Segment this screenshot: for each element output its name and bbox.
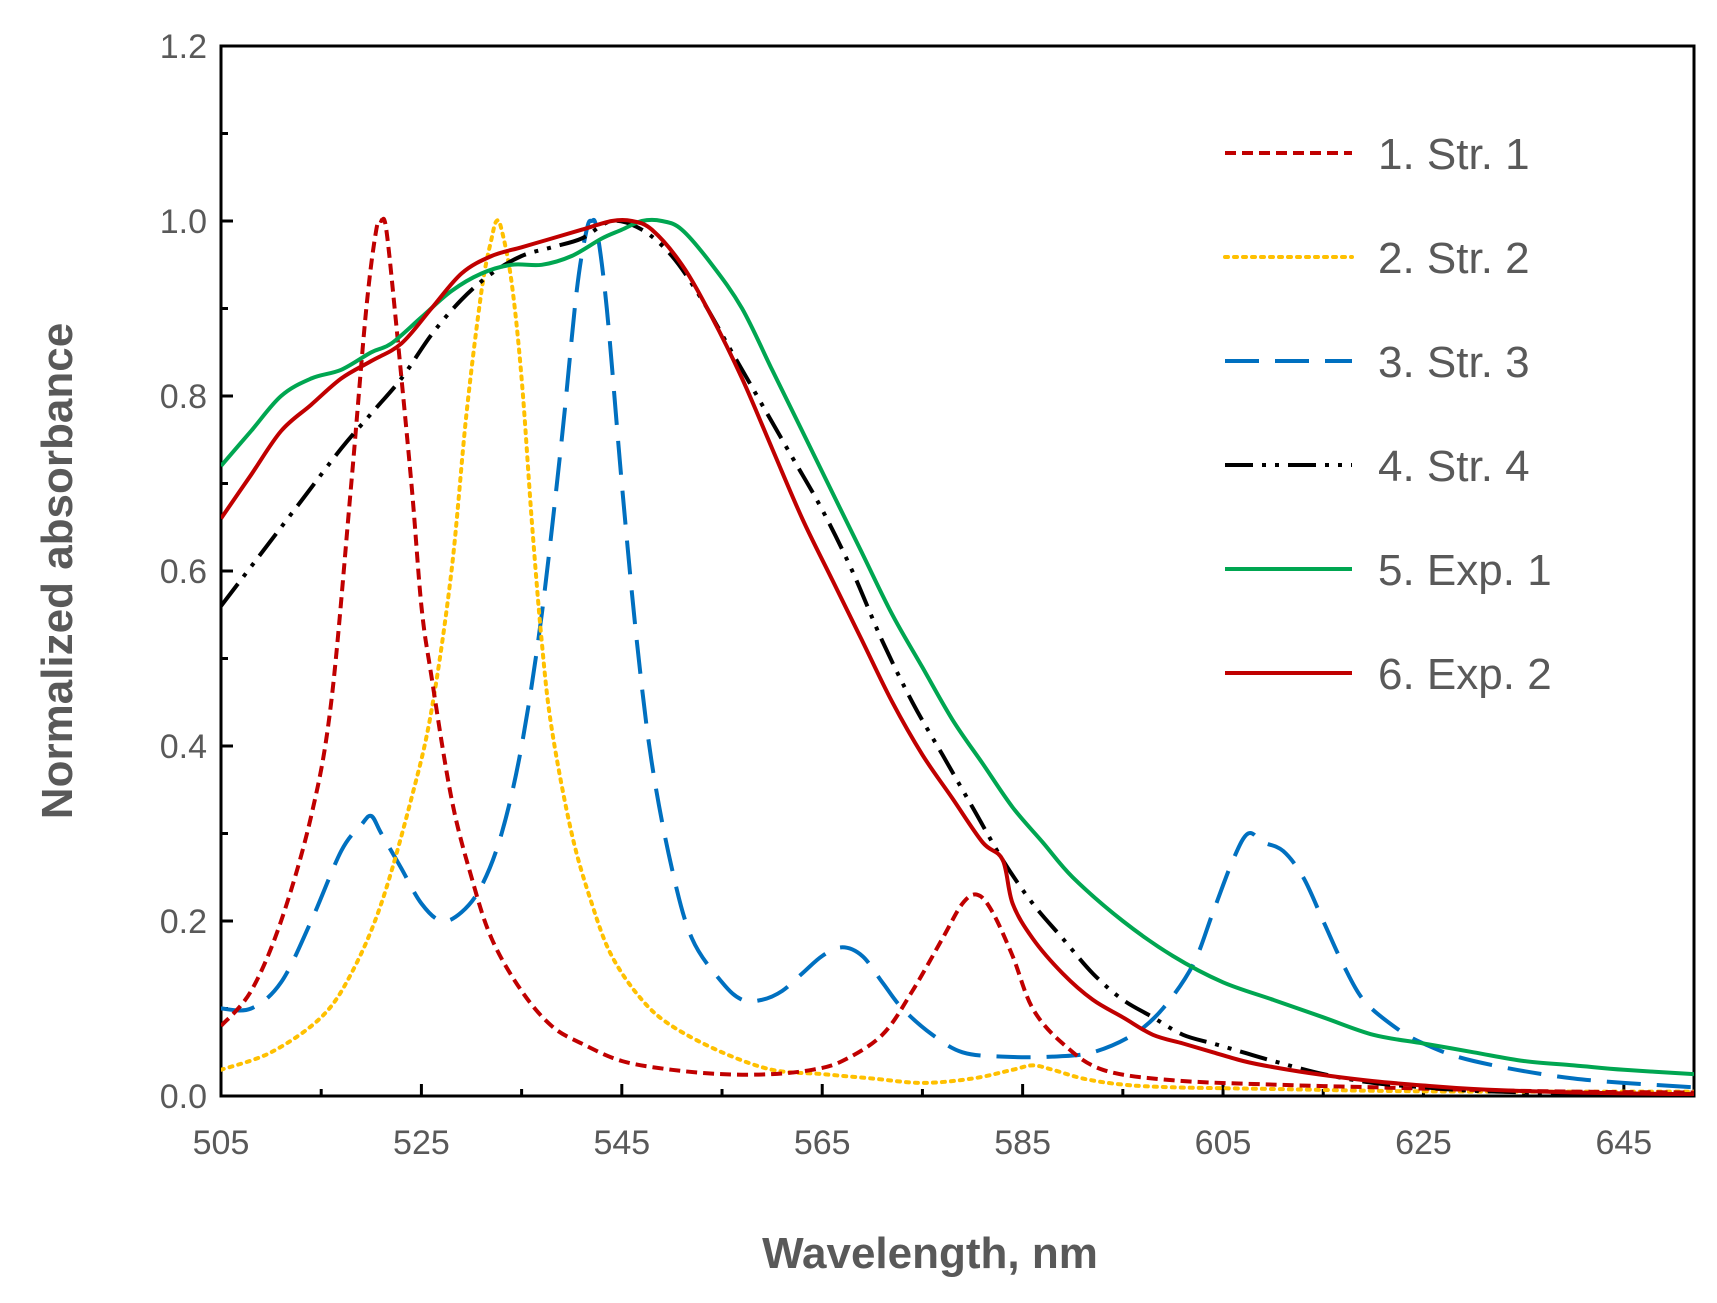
y-tick-label: 0.8 bbox=[160, 378, 207, 416]
legend-label-6: 6. Exp. 2 bbox=[1378, 650, 1552, 699]
x-tick-label: 645 bbox=[1595, 1124, 1652, 1162]
y-axis: 0.0 0.2 0.4 0.6 0.8 1.0 1.2 bbox=[160, 28, 233, 1116]
x-tick-label: 525 bbox=[393, 1124, 450, 1162]
series-line-4 bbox=[221, 218, 1694, 1096]
x-tick-label: 545 bbox=[593, 1124, 650, 1162]
legend: 1. Str. 1 2. Str. 2 3. Str. 3 4. Str. 4 5. E… bbox=[1223, 130, 1552, 699]
series-line-2 bbox=[221, 218, 1694, 1094]
legend-label-5: 5. Exp. 1 bbox=[1378, 546, 1552, 595]
y-axis-title: Normalized absorbance bbox=[33, 323, 82, 819]
y-tick-label: 0.0 bbox=[160, 1078, 207, 1116]
x-axis: 505 525 545 565 585 605 625 645 bbox=[193, 1084, 1652, 1162]
series-line-6 bbox=[221, 217, 1694, 1096]
series-line-1 bbox=[221, 216, 1694, 1095]
x-tick-label: 625 bbox=[1395, 1124, 1452, 1162]
y-tick-label: 1.2 bbox=[160, 28, 207, 66]
y-tick-label: 0.6 bbox=[160, 553, 207, 591]
x-tick-label: 605 bbox=[1195, 1124, 1252, 1162]
legend-label-3: 3. Str. 3 bbox=[1378, 338, 1530, 387]
series-line-3 bbox=[221, 217, 1694, 1090]
series-layer bbox=[221, 216, 1694, 1096]
y-tick-label: 0.4 bbox=[160, 728, 207, 766]
x-tick-label: 585 bbox=[994, 1124, 1051, 1162]
series-line-5 bbox=[221, 217, 1694, 1077]
x-tick-label: 565 bbox=[794, 1124, 851, 1162]
legend-label-4: 4. Str. 4 bbox=[1378, 442, 1530, 491]
y-tick-label: 0.2 bbox=[160, 903, 207, 941]
y-tick-label: 1.0 bbox=[160, 203, 207, 241]
legend-label-2: 2. Str. 2 bbox=[1378, 234, 1530, 283]
legend-label-1: 1. Str. 1 bbox=[1378, 130, 1530, 179]
x-axis-title: Wavelength, nm bbox=[762, 1229, 1098, 1278]
x-tick-label: 505 bbox=[193, 1124, 250, 1162]
